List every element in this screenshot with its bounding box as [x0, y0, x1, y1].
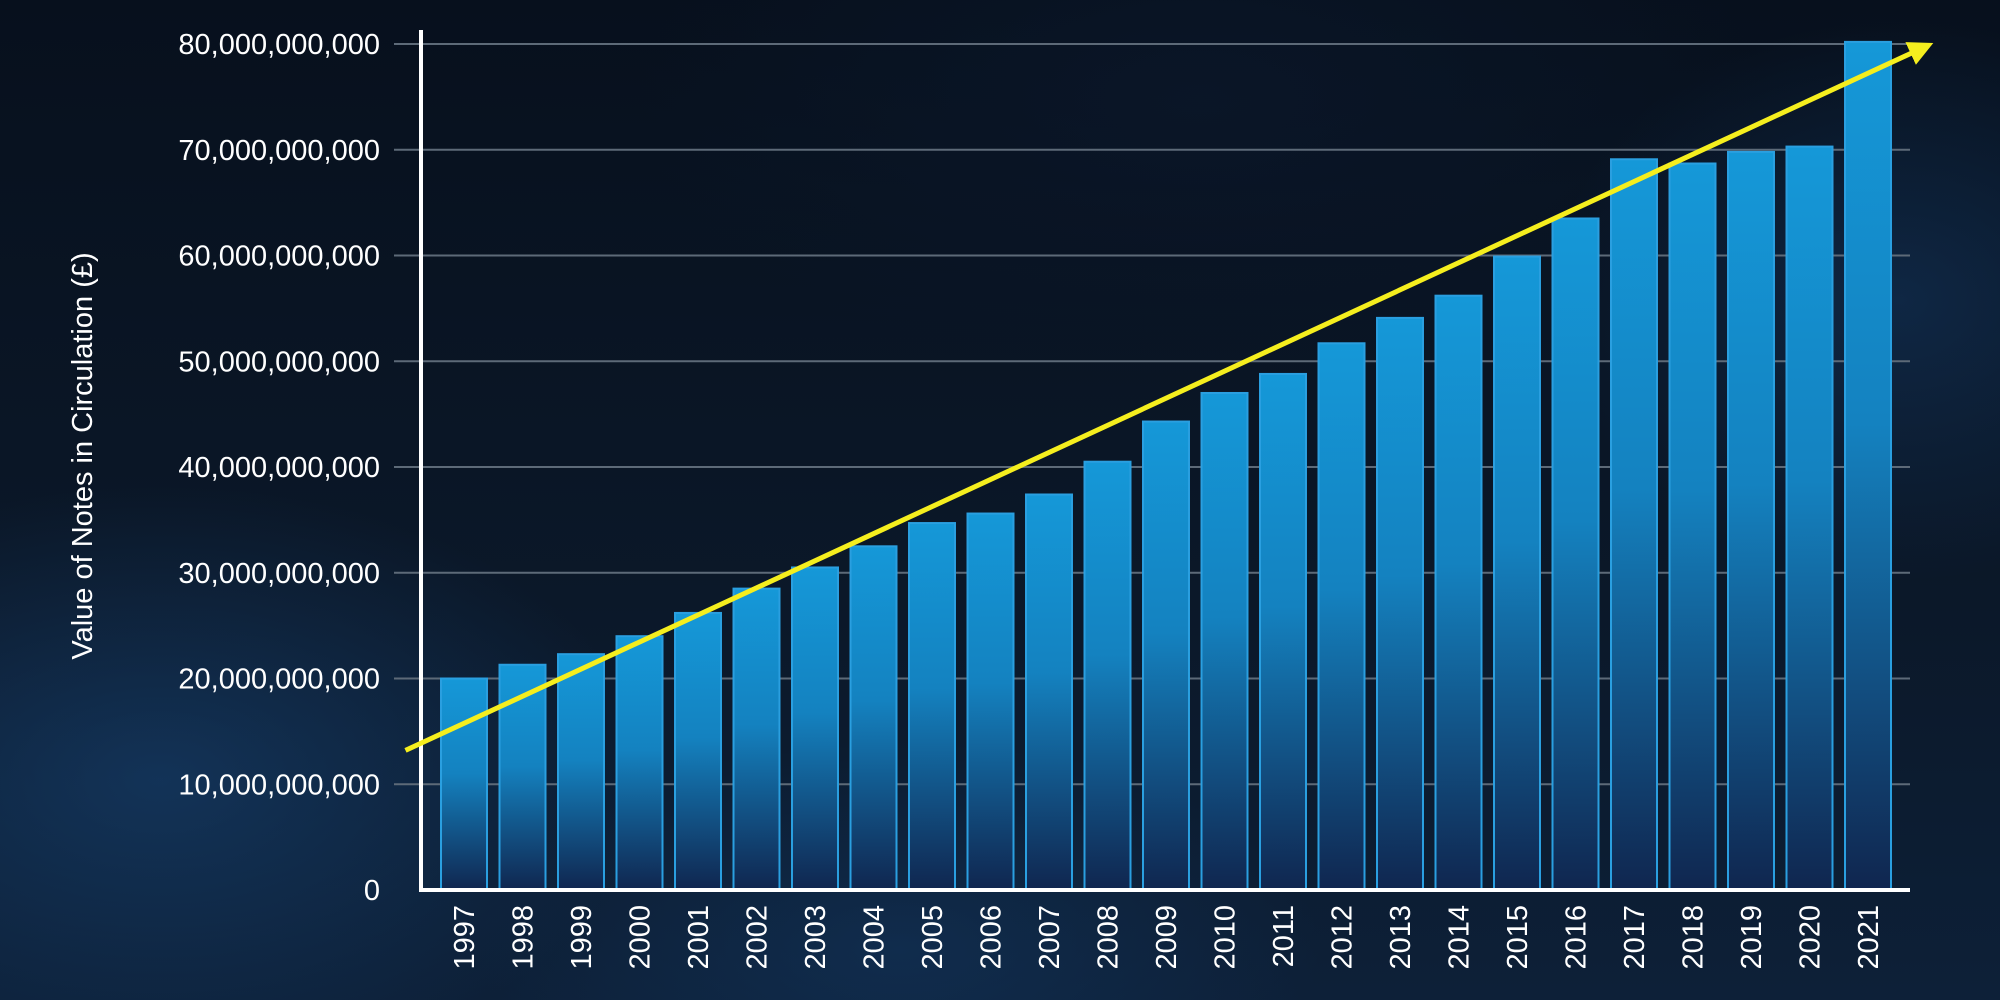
bar-2020 [1785, 145, 1834, 891]
axes [419, 30, 1910, 892]
x-tick-label: 2006 [976, 905, 1008, 970]
bar-2021 [1844, 40, 1892, 891]
x-tick-label: 2001 [683, 905, 715, 970]
trend-arrow [404, 42, 1934, 753]
y-tick-label: 80,000,000,000 [178, 29, 380, 61]
x-tick-label: 2011 [1268, 905, 1300, 967]
x-tick-label: 2015 [1502, 905, 1534, 970]
y-tick-label: 70,000,000,000 [178, 135, 380, 167]
y-tick-label: 0 [364, 875, 380, 907]
bar-2019 [1727, 150, 1775, 892]
x-tick-label: 2007 [1034, 905, 1066, 970]
bar-1997 [440, 677, 488, 891]
bars [440, 40, 1892, 892]
x-tick-label: 1998 [508, 905, 540, 970]
bar-2006 [966, 512, 1015, 892]
y-tick-label: 50,000,000,000 [178, 346, 380, 378]
x-tick-label: 2005 [917, 905, 949, 970]
bar-2015 [1493, 255, 1541, 891]
x-tick-label: 2014 [1444, 905, 1476, 970]
x-tick-label: 2008 [1093, 905, 1125, 970]
bar-2011 [1259, 372, 1307, 891]
x-tick-label: 2013 [1385, 905, 1417, 970]
x-tick-label: 2010 [1210, 905, 1242, 970]
x-tick-label: 2004 [859, 905, 891, 970]
bar-2016 [1551, 217, 1600, 892]
bar-1999 [557, 653, 605, 891]
bar-2012 [1317, 342, 1366, 891]
x-tick-label: 2017 [1619, 905, 1651, 970]
bar-2005 [908, 522, 956, 891]
x-tick-label: 2009 [1151, 905, 1183, 970]
trend-arrow-line [404, 42, 1934, 753]
bar-2014 [1434, 294, 1483, 891]
y-tick-labels: 0 10,000,000,000 20,000,000,000 30,000,000,… [178, 29, 380, 907]
bar-2000 [615, 635, 664, 892]
x-tick-label: 2012 [1327, 905, 1359, 970]
x-tick-labels: 1997 1998 1999 2000 2001 2002 2003 2004 2005 2006… [449, 905, 1885, 970]
x-tick-label: 2016 [1561, 905, 1593, 970]
x-tick-label: 2003 [800, 905, 832, 970]
bar-2018 [1668, 162, 1717, 891]
x-tick-label: 2018 [1678, 905, 1710, 970]
bar-2017 [1610, 158, 1658, 891]
y-tick-label: 40,000,000,000 [178, 452, 380, 484]
x-tick-label: 2002 [742, 905, 774, 970]
x-tick-label: 2021 [1853, 905, 1885, 970]
y-tick-label: 60,000,000,000 [178, 241, 380, 273]
x-tick-label: 1997 [449, 905, 481, 970]
x-tick-label: 2019 [1736, 905, 1768, 970]
bar-1998 [498, 663, 547, 891]
y-tick-label: 30,000,000,000 [178, 558, 380, 590]
bar-2002 [732, 587, 781, 891]
bar-2003 [791, 566, 839, 892]
x-tick-label: 2020 [1795, 905, 1827, 970]
bar-2013 [1376, 316, 1424, 891]
bar-2004 [849, 545, 898, 891]
y-tick-label: 20,000,000,000 [178, 664, 380, 696]
bar-2010 [1200, 391, 1249, 891]
x-tick-label: 2000 [625, 905, 657, 970]
bar-2007 [1025, 493, 1073, 891]
bar-2009 [1142, 420, 1190, 891]
y-tick-label: 10,000,000,000 [178, 769, 380, 801]
bar-2001 [674, 611, 722, 891]
y-axis-title: Value of Notes in Circulation (£) [67, 252, 99, 659]
bar-2008 [1083, 460, 1132, 891]
x-tick-label: 1999 [566, 905, 598, 970]
